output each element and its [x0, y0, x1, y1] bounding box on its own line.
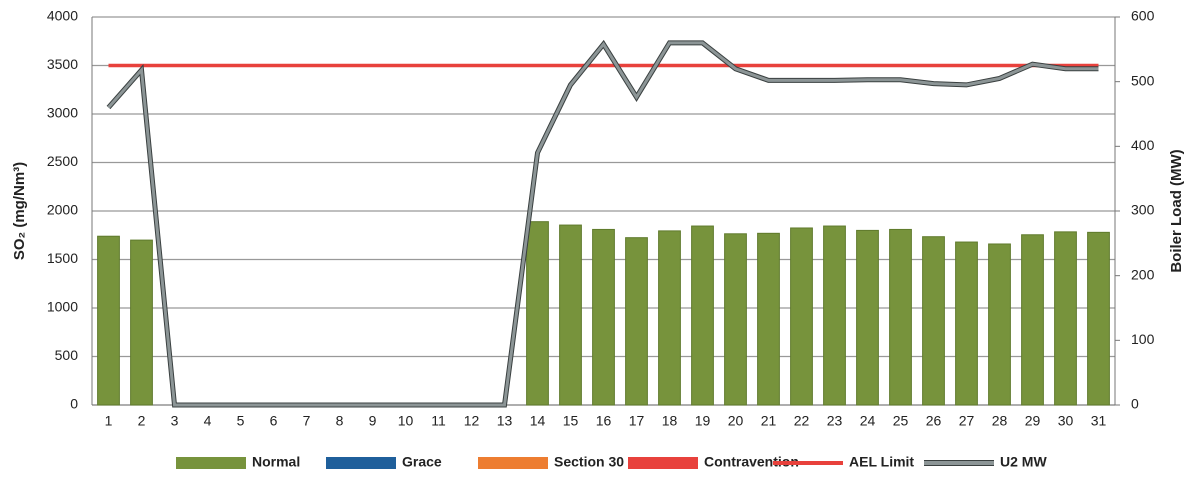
x-tick-label: 12 [464, 413, 480, 429]
x-tick-label: 27 [959, 413, 975, 429]
bar [790, 227, 813, 406]
y-tick-label: 1000 [47, 299, 78, 315]
legend-swatch [478, 457, 548, 469]
y-tick-label: 4000 [47, 8, 78, 24]
x-tick-label: 6 [270, 413, 278, 429]
y2-tick-label: 600 [1131, 8, 1155, 24]
y2-tick-label: 0 [1131, 396, 1139, 412]
x-tick-label: 21 [761, 413, 777, 429]
x-tick-label: 30 [1058, 413, 1074, 429]
x-tick-label: 24 [860, 413, 876, 429]
legend-swatch [628, 457, 698, 469]
x-tick-label: 16 [596, 413, 612, 429]
x-tick-label: 3 [171, 413, 179, 429]
x-tick-label: 17 [629, 413, 645, 429]
y-tick-label: 2000 [47, 202, 78, 218]
x-tick-label: 11 [431, 413, 446, 429]
x-tick-label: 7 [303, 413, 311, 429]
legend-label: U2 MW [1000, 454, 1047, 470]
y-axis-label: SO₂ (mg/Nm³) [11, 162, 28, 260]
bar [757, 232, 780, 406]
bar [1021, 234, 1044, 406]
legend-swatch [326, 457, 396, 469]
x-tick-label: 19 [695, 413, 711, 429]
x-tick-label: 29 [1025, 413, 1041, 429]
bar [724, 233, 747, 406]
legend-label: Section 30 [554, 454, 624, 470]
y2-axis-label: Boiler Load (MW) [1168, 149, 1185, 272]
x-tick-label: 22 [794, 413, 810, 429]
y2-tick-label: 400 [1131, 137, 1155, 153]
bar [988, 243, 1011, 406]
x-tick-label: 13 [497, 413, 513, 429]
y2-tick-label: 300 [1131, 202, 1155, 218]
x-tick-label: 20 [728, 413, 744, 429]
legend-label: Contravention [704, 454, 799, 470]
bar [97, 235, 120, 406]
x-tick-label: 10 [398, 413, 414, 429]
x-tick-label: 28 [992, 413, 1008, 429]
bar [955, 241, 978, 406]
y2-tick-label: 500 [1131, 72, 1155, 88]
legend-label: Grace [402, 454, 442, 470]
x-tick-label: 18 [662, 413, 678, 429]
bar [592, 228, 615, 406]
bar [922, 236, 945, 406]
bar [559, 224, 582, 406]
y-tick-label: 3000 [47, 105, 78, 121]
bar [1054, 231, 1077, 406]
bar [691, 225, 714, 406]
bar [130, 239, 153, 406]
bar [658, 230, 681, 406]
x-tick-label: 9 [369, 413, 377, 429]
y-tick-label: 2500 [47, 153, 78, 169]
x-tick-label: 8 [336, 413, 344, 429]
bar [625, 237, 648, 406]
legend-label: Normal [252, 454, 300, 470]
y-tick-label: 1500 [47, 250, 78, 266]
x-tick-label: 5 [237, 413, 245, 429]
legend-swatch [176, 457, 246, 469]
y2-tick-label: 100 [1131, 331, 1155, 347]
x-tick-label: 1 [105, 413, 113, 429]
x-tick-label: 31 [1091, 413, 1107, 429]
x-tick-label: 23 [827, 413, 843, 429]
legend-label: AEL Limit [849, 454, 914, 470]
y-tick-label: 500 [55, 347, 79, 363]
bar [823, 225, 846, 406]
y-tick-label: 3500 [47, 56, 78, 72]
x-tick-label: 25 [893, 413, 909, 429]
x-tick-label: 4 [204, 413, 212, 429]
y2-tick-label: 200 [1131, 266, 1155, 282]
y-tick-label: 0 [70, 396, 78, 412]
x-tick-label: 14 [530, 413, 546, 429]
bar [889, 228, 912, 406]
x-tick-label: 26 [926, 413, 942, 429]
x-tick-label: 2 [138, 413, 146, 429]
bar [1087, 231, 1110, 406]
x-tick-label: 15 [563, 413, 579, 429]
bar [856, 229, 879, 406]
line [107, 41, 1099, 407]
bar [526, 221, 549, 406]
